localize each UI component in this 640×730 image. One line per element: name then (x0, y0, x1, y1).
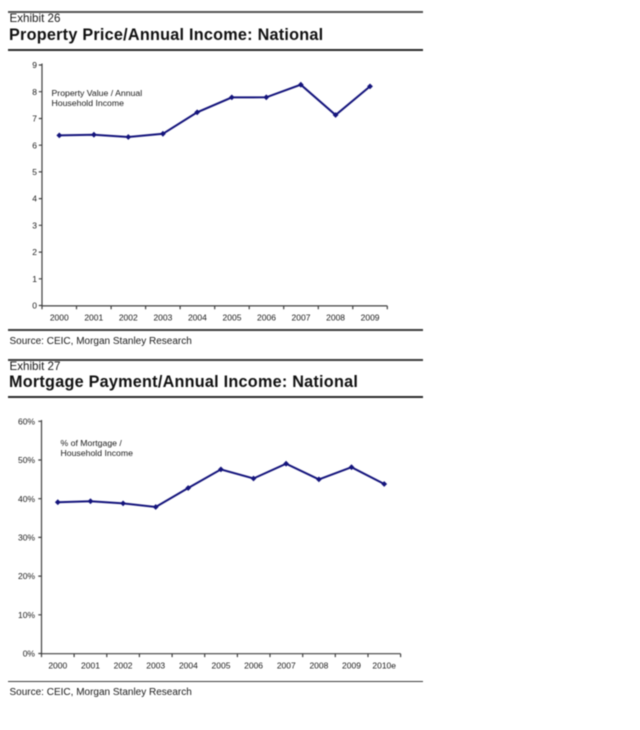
svg-text:2007: 2007 (277, 661, 296, 671)
svg-text:10%: 10% (18, 610, 35, 620)
svg-text:3: 3 (32, 220, 37, 230)
svg-text:9: 9 (32, 60, 37, 70)
svg-text:2005: 2005 (212, 661, 231, 671)
svg-text:30%: 30% (18, 533, 35, 543)
svg-text:2003: 2003 (146, 661, 165, 671)
svg-text:2008: 2008 (326, 312, 345, 322)
svg-text:4: 4 (32, 194, 37, 204)
svg-text:2010e: 2010e (372, 661, 396, 671)
svg-text:20%: 20% (18, 571, 35, 581)
svg-text:2002: 2002 (119, 312, 138, 322)
svg-text:5: 5 (32, 167, 37, 177)
svg-text:Household Income: Household Income (52, 98, 125, 108)
svg-text:2: 2 (32, 247, 37, 257)
svg-text:2007: 2007 (292, 312, 311, 322)
svg-text:0: 0 (32, 301, 37, 311)
svg-text:8: 8 (32, 87, 37, 97)
svg-text:0%: 0% (23, 649, 36, 659)
svg-text:% of Mortgage /: % of Mortgage / (61, 438, 123, 448)
svg-text:2006: 2006 (244, 661, 263, 671)
svg-text:2003: 2003 (153, 312, 172, 322)
svg-text:2009: 2009 (342, 661, 361, 671)
svg-text:Property Value / Annual: Property Value / Annual (52, 88, 143, 98)
svg-text:2006: 2006 (257, 312, 276, 322)
svg-text:2002: 2002 (114, 661, 133, 671)
svg-text:2005: 2005 (223, 312, 242, 322)
svg-text:2000: 2000 (50, 312, 69, 322)
svg-text:2008: 2008 (309, 661, 328, 671)
svg-text:2001: 2001 (84, 312, 103, 322)
svg-text:2009: 2009 (361, 312, 380, 322)
svg-text:7: 7 (32, 114, 37, 124)
svg-text:2004: 2004 (188, 312, 207, 322)
svg-text:2000: 2000 (48, 661, 67, 671)
svg-text:60%: 60% (18, 416, 35, 426)
svg-text:Household Income: Household Income (61, 448, 134, 458)
svg-text:40%: 40% (18, 494, 35, 504)
svg-text:1: 1 (32, 274, 37, 284)
svg-text:2001: 2001 (81, 661, 100, 671)
svg-text:2004: 2004 (179, 661, 198, 671)
svg-text:50%: 50% (18, 455, 35, 465)
svg-text:6: 6 (32, 140, 37, 150)
